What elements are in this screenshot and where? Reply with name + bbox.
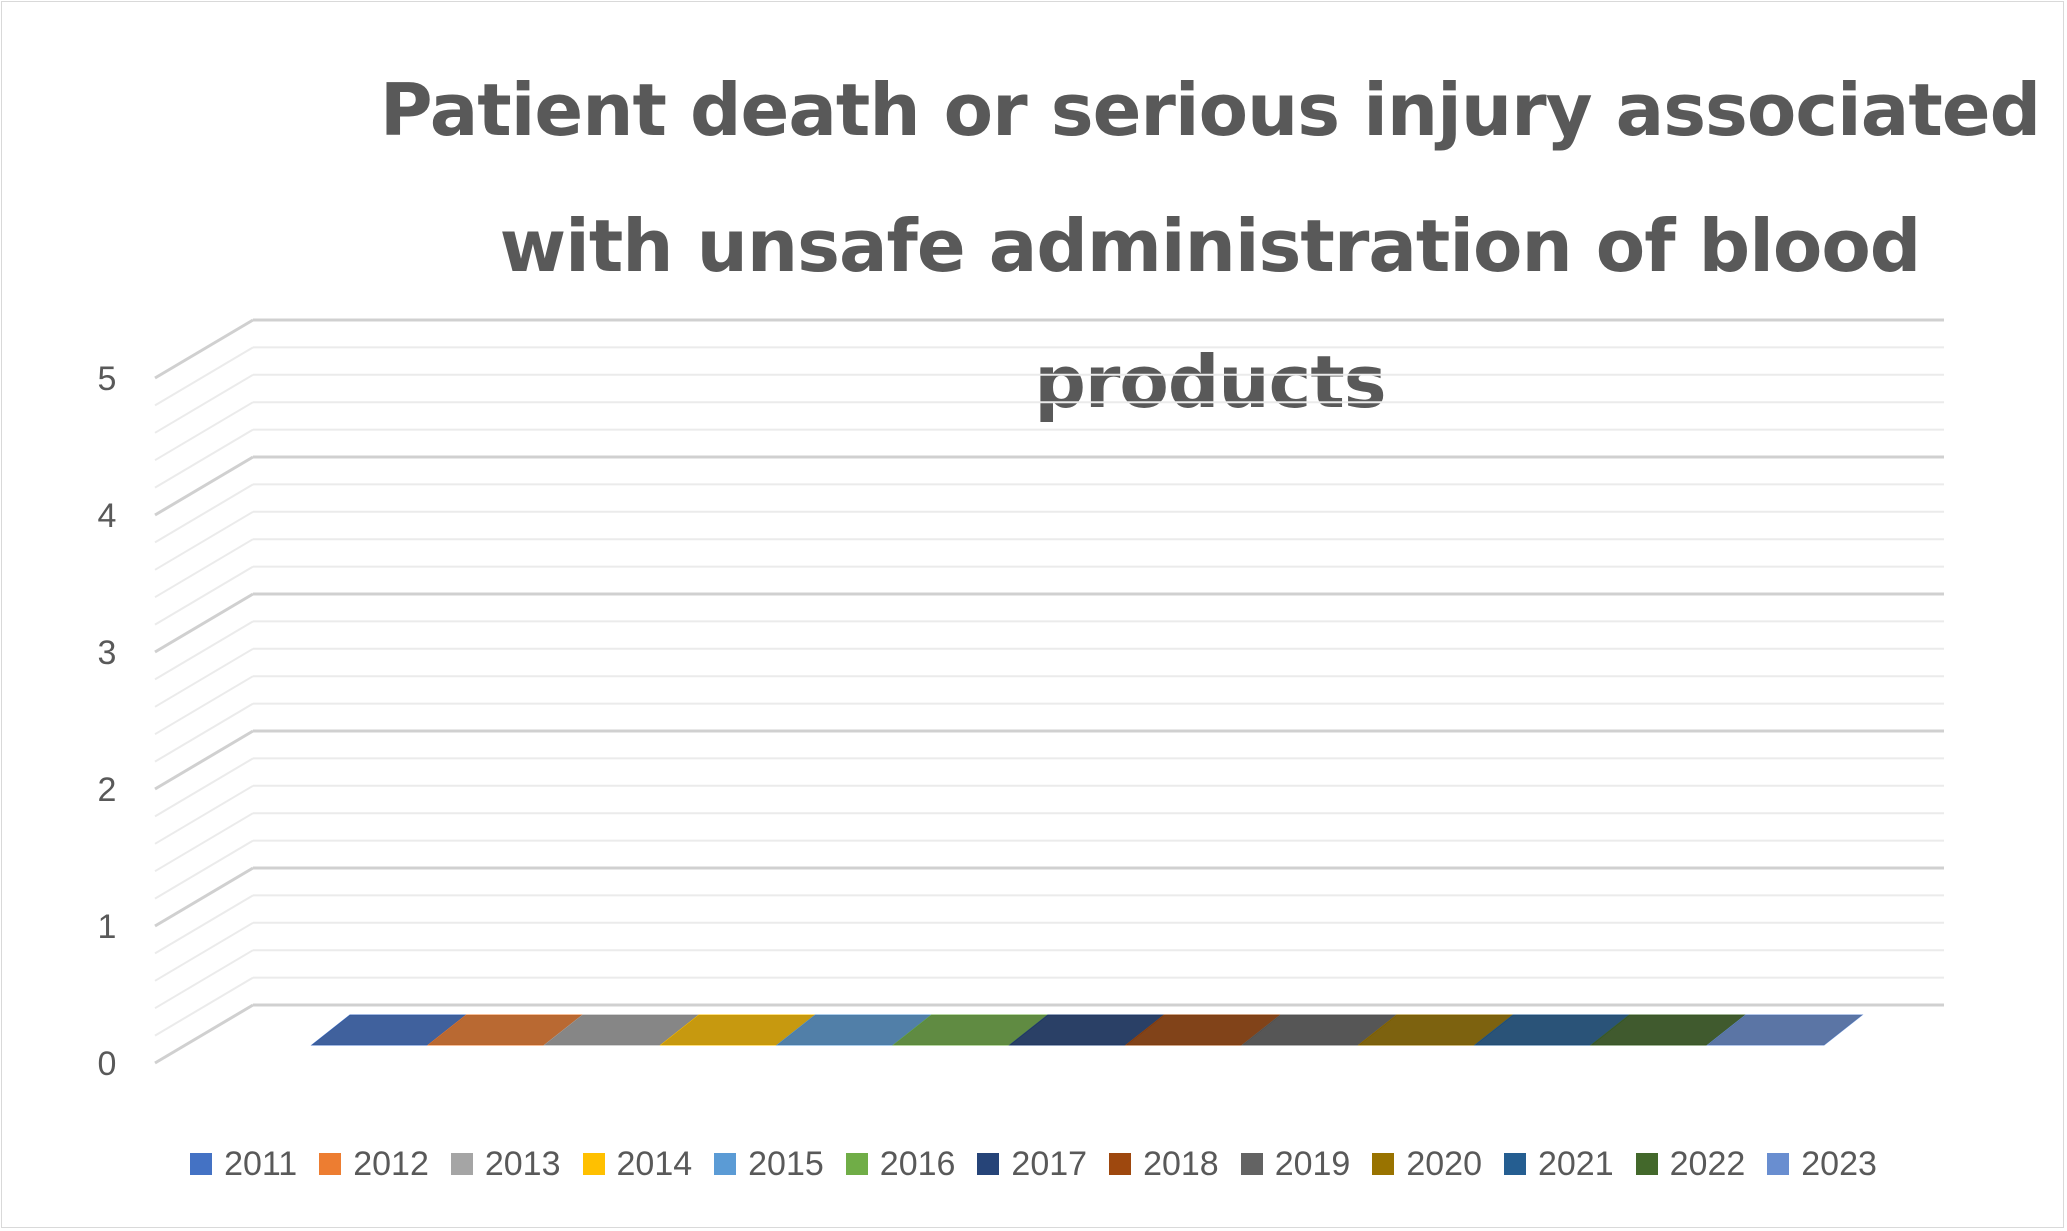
legend-swatch xyxy=(190,1153,213,1175)
y-tick-label: 5 xyxy=(98,360,117,398)
legend-label: 2016 xyxy=(879,1144,956,1183)
side-wall-gridline-major xyxy=(154,1003,254,1065)
bar-shade-2019 xyxy=(1242,1015,1397,1045)
legend-swatch xyxy=(582,1153,605,1175)
legend-item: 2017 xyxy=(977,1145,1087,1184)
legend-swatch xyxy=(319,1153,342,1175)
side-wall-gridline-minor xyxy=(154,949,254,1010)
legend-item: 2020 xyxy=(1372,1145,1482,1184)
legend-label: 2013 xyxy=(484,1144,561,1183)
legend-label: 2023 xyxy=(1801,1144,1877,1183)
legend: 2011 2012 2013 2014 2015 2016 2017 2018 2019 2020… xyxy=(0,1140,2067,1188)
legend-swatch xyxy=(714,1153,737,1175)
legend-swatch xyxy=(1635,1153,1658,1175)
side-wall-gridline-major xyxy=(154,729,254,791)
legend-swatch xyxy=(1240,1153,1263,1175)
legend-item: 2019 xyxy=(1240,1144,1351,1184)
legend-swatch xyxy=(1503,1153,1526,1175)
legend-label: 2015 xyxy=(748,1144,824,1183)
side-wall-gridline-minor xyxy=(154,976,254,1037)
y-tick-label: 3 xyxy=(98,634,117,672)
side-wall-gridline-minor xyxy=(154,812,254,873)
legend-item: 2013 xyxy=(450,1144,561,1184)
bar-shade-2012 xyxy=(428,1015,583,1045)
legend-swatch xyxy=(1109,1153,1132,1175)
legend-swatch xyxy=(1372,1153,1395,1175)
legend-label: 2021 xyxy=(1537,1144,1614,1183)
side-wall-gridline-major xyxy=(154,455,254,517)
legend-swatch xyxy=(977,1153,1000,1175)
chart-title: Patient death or serious injury associat… xyxy=(379,68,2041,424)
side-wall-gridline-minor xyxy=(154,428,254,489)
side-wall-gridline-major xyxy=(154,318,254,380)
legend-item: 2022 xyxy=(1635,1144,1746,1184)
y-tick-label: 2 xyxy=(98,771,117,809)
side-wall-gridline-minor xyxy=(154,675,254,736)
legend-item: 2012 xyxy=(319,1145,429,1184)
legend-label: 2014 xyxy=(616,1144,693,1183)
side-wall-gridline-minor xyxy=(154,620,254,681)
legend-label: 2017 xyxy=(1011,1144,1088,1183)
bar-shade-2013 xyxy=(544,1015,699,1045)
legend-swatch xyxy=(1767,1153,1790,1175)
y-tick-label: 4 xyxy=(98,497,117,535)
bar-shade-2020 xyxy=(1358,1015,1514,1045)
y-tick-label: 0 xyxy=(98,1045,117,1083)
bar-shade-2016 xyxy=(893,1015,1048,1045)
bar-shade-2022 xyxy=(1591,1015,1746,1045)
legend-item: 2015 xyxy=(714,1145,824,1184)
legend-swatch xyxy=(845,1153,868,1175)
legend-item: 2018 xyxy=(1109,1145,1219,1184)
side-wall-gridline-minor xyxy=(154,483,254,544)
side-wall-gridline-minor xyxy=(154,538,254,599)
legend-swatch xyxy=(450,1153,473,1175)
side-wall-gridline-minor xyxy=(154,757,254,818)
legend-label: 2022 xyxy=(1669,1144,1746,1183)
y-tick-label: 1 xyxy=(98,908,117,946)
side-wall-gridline-minor xyxy=(154,647,254,708)
legend-label: 2018 xyxy=(1143,1144,1219,1183)
legend-item: 2014 xyxy=(582,1144,693,1184)
bar-shade-2021 xyxy=(1475,1015,1630,1045)
legend-item: 2011 xyxy=(190,1145,297,1184)
bar-2023 xyxy=(1706,1014,1864,1046)
bar-shade-2023 xyxy=(1707,1015,1862,1045)
side-wall-gridline-minor xyxy=(154,346,254,407)
legend-item: 2021 xyxy=(1503,1144,1614,1184)
bar-shade-2014 xyxy=(660,1015,816,1045)
legend-label: 2019 xyxy=(1274,1144,1351,1183)
bar-shade-2017 xyxy=(1009,1015,1165,1045)
side-wall-gridline-minor xyxy=(154,510,254,571)
legend-item: 2016 xyxy=(845,1144,956,1184)
bar-shade-2018 xyxy=(1126,1015,1281,1045)
side-wall-gridline-minor xyxy=(154,373,254,434)
side-wall-gridline-minor xyxy=(154,702,254,763)
bar-shade-2015 xyxy=(777,1015,932,1045)
side-wall-gridline-minor xyxy=(154,894,254,955)
legend-label: 2012 xyxy=(353,1144,429,1183)
side-wall-gridline-minor xyxy=(154,565,254,626)
side-wall-gridline-minor xyxy=(154,401,254,462)
side-wall-gridline-major xyxy=(154,866,254,928)
legend-label: 2020 xyxy=(1406,1144,1482,1183)
legend-label: 2011 xyxy=(224,1144,298,1183)
bar-shade-2011 xyxy=(312,1015,467,1045)
side-wall-gridline-minor xyxy=(154,784,254,845)
side-wall-gridline-minor xyxy=(154,921,254,982)
side-wall-gridline-major xyxy=(154,592,254,654)
side-wall-gridline-minor xyxy=(154,839,254,900)
legend-item: 2023 xyxy=(1767,1145,1877,1184)
